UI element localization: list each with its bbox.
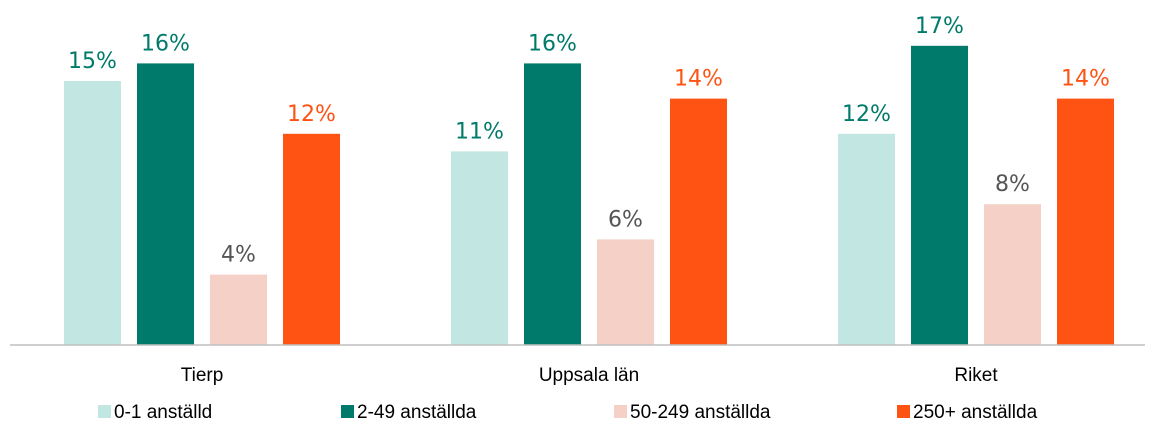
data-label: 16% xyxy=(141,31,190,56)
bar-0-3 xyxy=(283,133,340,345)
bar-2-0 xyxy=(838,133,895,345)
legend: 0-1 anställd 2-49 anställda 50-249 anställ… xyxy=(98,402,1038,423)
data-label: 11% xyxy=(455,119,504,144)
legend-swatch xyxy=(341,405,354,418)
data-label: 17% xyxy=(915,14,964,39)
data-label: 4% xyxy=(221,243,256,268)
category-label: Uppsala län xyxy=(539,365,639,386)
legend-label: 250+ anställda xyxy=(913,402,1038,423)
category-label: Tierp xyxy=(181,365,224,386)
bar-0-2 xyxy=(210,274,267,345)
data-label: 8% xyxy=(995,172,1030,197)
data-label: 14% xyxy=(1061,67,1110,92)
bar-1-3 xyxy=(670,98,727,345)
bar-2-2 xyxy=(984,204,1041,345)
bar-2-1 xyxy=(911,45,968,346)
data-label: 14% xyxy=(674,67,723,92)
bar-1-1 xyxy=(524,63,581,346)
bar-0-1 xyxy=(137,63,194,346)
legend-swatch xyxy=(897,405,910,418)
legend-label: 0-1 anställd xyxy=(114,402,212,423)
category-label: Riket xyxy=(954,365,998,386)
legend-swatch xyxy=(98,405,111,418)
data-label: 12% xyxy=(287,102,336,127)
data-label: 15% xyxy=(68,49,117,74)
data-label: 6% xyxy=(608,207,643,232)
legend-label: 2-49 anställda xyxy=(357,402,477,423)
bars-layer xyxy=(64,45,1114,346)
bar-1-0 xyxy=(451,151,508,345)
bar-0-0 xyxy=(64,81,121,345)
value-labels-layer: 15% 16% 4% 12% 11% 16% 6% 14% 12% 17% 8% 14% xyxy=(68,14,1110,268)
bar-1-2 xyxy=(597,239,654,345)
legend-swatch xyxy=(614,405,627,418)
category-labels-layer: Tierp Uppsala län Riket xyxy=(181,365,999,386)
data-label: 12% xyxy=(842,102,891,127)
legend-label: 50-249 anställda xyxy=(630,402,771,423)
data-label: 16% xyxy=(528,31,577,56)
bar-2-3 xyxy=(1057,98,1114,345)
